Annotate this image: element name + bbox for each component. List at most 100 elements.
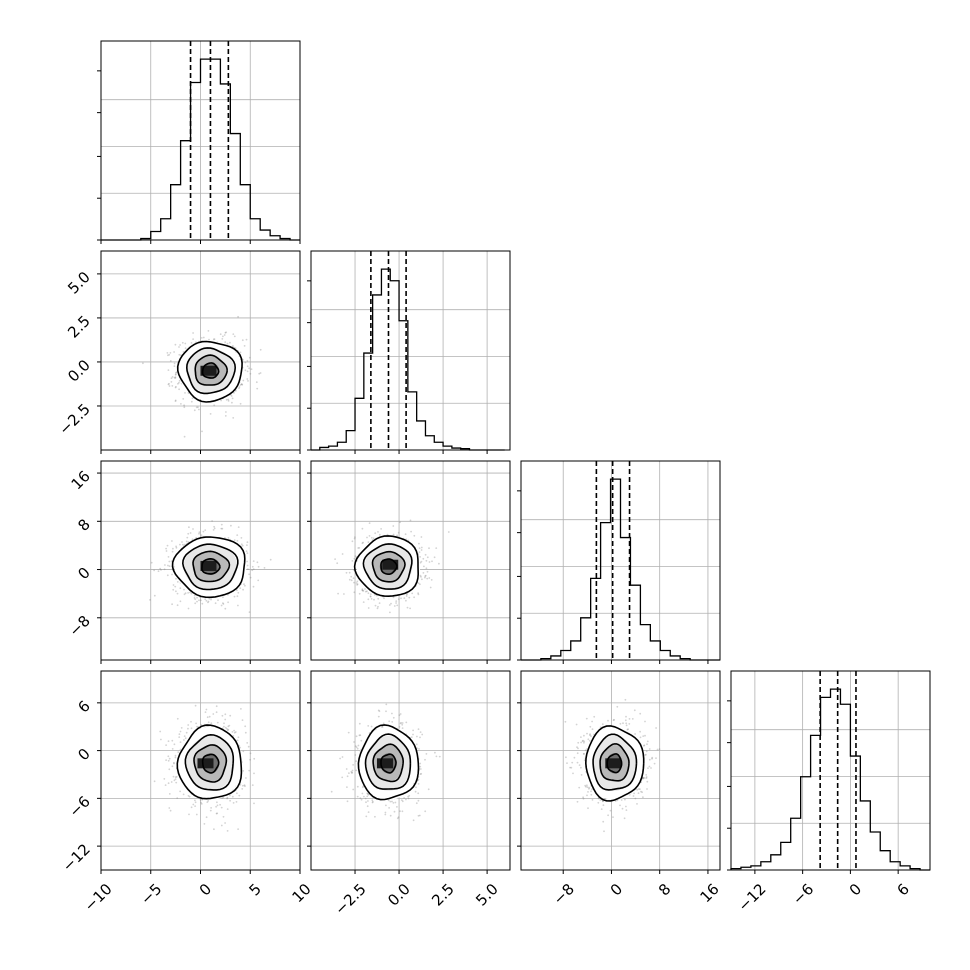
- scatter-point: [367, 541, 370, 544]
- scatter-point: [396, 604, 399, 607]
- panel-2-3: [564, 698, 661, 833]
- scatter-point: [200, 724, 203, 726]
- scatter-point: [176, 604, 179, 607]
- scatter-point: [352, 764, 354, 766]
- scatter-point: [175, 371, 178, 373]
- scatter-point: [376, 607, 379, 610]
- scatter-point: [241, 339, 244, 342]
- scatter-point: [366, 590, 368, 593]
- contour-line: [201, 753, 220, 774]
- scatter-point: [408, 794, 411, 797]
- scatter-point: [242, 750, 245, 753]
- scatter-point: [377, 531, 379, 533]
- scatter-point: [407, 797, 410, 800]
- scatter-point: [241, 788, 244, 790]
- scatter-point: [245, 338, 248, 341]
- scatter-point: [237, 591, 240, 594]
- scatter-point: [231, 795, 234, 798]
- scatter-point: [405, 798, 407, 801]
- contour-line: [193, 744, 228, 783]
- scatter-point: [372, 537, 375, 540]
- scatter-point: [384, 813, 387, 816]
- scatter-point: [396, 817, 399, 820]
- scatter-point: [227, 537, 230, 539]
- scatter-point: [358, 734, 361, 737]
- scatter-point: [171, 376, 174, 378]
- scatter-point: [171, 573, 173, 576]
- scatter-point: [377, 605, 379, 608]
- scatter-point: [227, 725, 230, 728]
- scatter-point: [642, 796, 644, 799]
- scatter-point: [205, 708, 208, 711]
- scatter-point: [417, 799, 420, 802]
- scatter-point: [447, 531, 450, 533]
- scatter-point: [358, 547, 361, 549]
- scatter-point: [150, 561, 153, 564]
- scatter-point: [238, 794, 241, 797]
- scatter-point: [435, 547, 438, 549]
- scatter-point: [234, 347, 237, 350]
- scatter-point: [183, 406, 186, 409]
- scatter-point: [229, 714, 232, 717]
- scatter-point: [190, 720, 192, 723]
- scatter-point: [175, 545, 178, 548]
- scatter-point: [209, 413, 212, 415]
- scatter-point: [426, 556, 429, 559]
- scatter-point: [233, 392, 235, 394]
- scatter-point: [369, 595, 372, 598]
- scatter-point: [235, 801, 238, 803]
- scatter-point: [404, 533, 407, 536]
- scatter-point: [226, 830, 229, 832]
- scatter-point: [353, 537, 356, 540]
- scatter-point: [181, 341, 184, 344]
- scatter-point: [364, 797, 367, 800]
- scatter-point: [188, 526, 190, 529]
- scatter-point: [220, 523, 223, 526]
- scatter-point: [214, 602, 217, 605]
- scatter-point: [194, 598, 197, 601]
- scatter-point: [239, 402, 242, 405]
- scatter-point: [253, 772, 255, 775]
- scatter-point: [229, 341, 231, 344]
- scatter-point: [192, 803, 195, 806]
- scatter-point: [395, 600, 398, 602]
- scatter-point: [239, 351, 242, 354]
- contour-line: [380, 753, 397, 774]
- scatter-point: [194, 801, 197, 804]
- scatter-point: [645, 750, 648, 753]
- scatter-point: [590, 790, 592, 793]
- scatter-point: [337, 592, 339, 595]
- scatter-point: [359, 734, 362, 737]
- scatter-point: [384, 811, 387, 814]
- scatter-point: [410, 736, 413, 738]
- scatter-point: [401, 723, 404, 726]
- scatter-point: [202, 336, 205, 339]
- scatter-point: [216, 804, 219, 807]
- scatter-point: [396, 534, 398, 537]
- scatter-point: [179, 790, 182, 793]
- scatter-point: [651, 757, 653, 760]
- scatter-point: [178, 733, 181, 736]
- scatter-point: [366, 795, 369, 798]
- scatter-point: [196, 596, 198, 599]
- scatter-point: [220, 806, 223, 809]
- scatter-point: [361, 589, 364, 592]
- scatter-point: [645, 774, 648, 776]
- scatter-point: [602, 800, 604, 803]
- scatter-point: [167, 369, 170, 371]
- scatter-point: [388, 807, 390, 809]
- scatter-point: [421, 578, 423, 581]
- scatter-point: [354, 555, 357, 558]
- scatter-point: [367, 725, 370, 727]
- scatter-point: [177, 751, 180, 753]
- scatter-point: [418, 547, 421, 550]
- scatter-point: [414, 790, 417, 793]
- scatter-point: [612, 816, 614, 818]
- scatter-point: [192, 528, 194, 530]
- panel-1-2: [334, 519, 450, 614]
- scatter-point: [200, 803, 203, 805]
- scatter-point: [193, 597, 196, 599]
- scatter-point: [233, 595, 236, 598]
- scatter-point: [415, 802, 418, 805]
- scatter-point: [624, 698, 627, 701]
